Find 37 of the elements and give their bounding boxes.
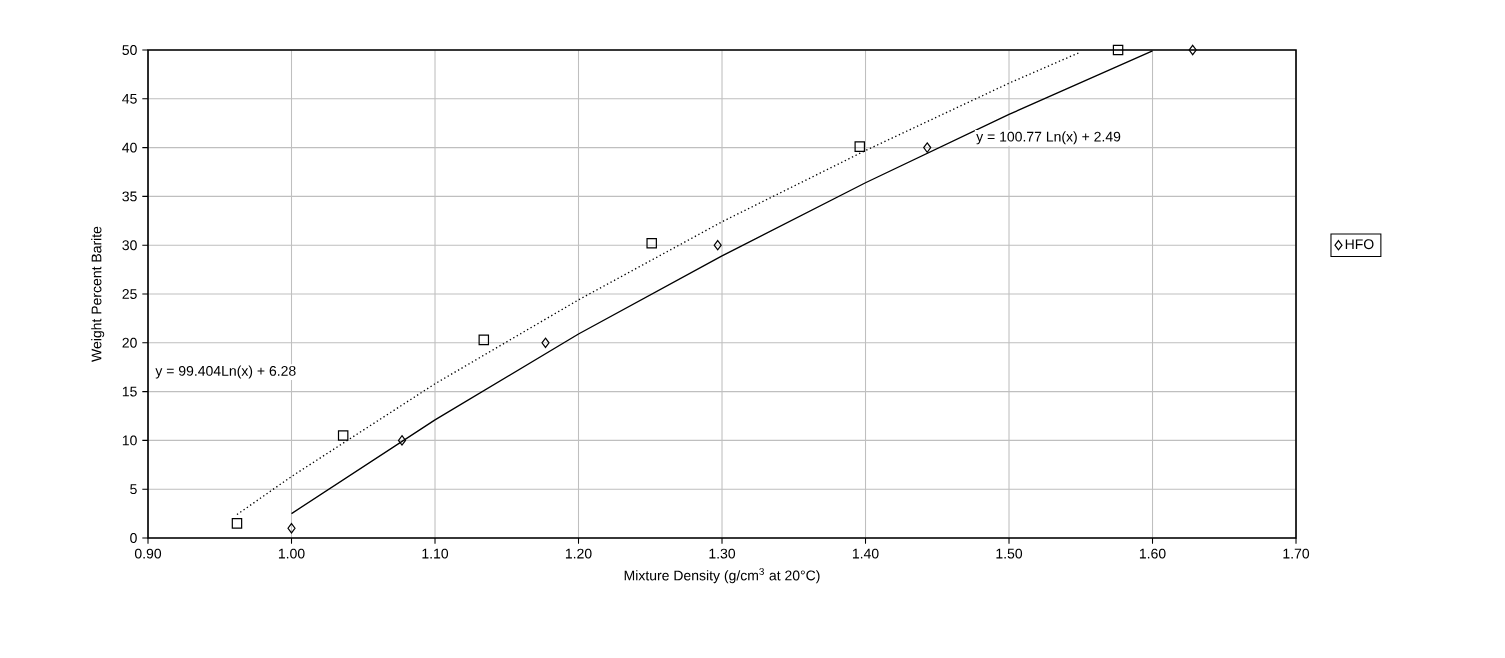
x-axis-title: Mixture Density (g/cm$^{3}$ at 20°C) [624,568,820,584]
y-tick-label: 25 [122,289,137,299]
y-tick-label: 50 [122,45,137,55]
y-tick-label: 10 [122,435,137,446]
y-axis-title: Weight Percent Barite [91,226,105,362]
x-tick-label: 1.10 [422,548,449,559]
point [478,334,490,346]
point [541,337,550,349]
x-tick-label: 1.40 [852,548,879,559]
x-tick-label: 1.70 [1283,548,1310,559]
y-tick-label: 40 [122,142,137,153]
x-tick-label: 1.00 [278,548,305,559]
annotation: y = 100.77 Ln(x) + 2.49 [976,131,1121,145]
y-tick-label: 20 [122,337,137,348]
point [231,518,243,529]
point [923,142,932,153]
y-tick-label: 5 [130,484,137,495]
x-tick-label: 1.50 [996,548,1023,559]
legend-label: HFO [1345,239,1374,250]
annotation: y = 99.404Ln(x) + 6.28 [155,365,296,379]
point [713,239,722,251]
point [1112,44,1124,56]
y-tick-label: 0 [130,533,137,543]
y-tick-label: 15 [122,386,137,397]
x-tick-label: 1.20 [565,548,592,559]
x-tick-label: 1.30 [709,548,736,559]
point [646,237,657,249]
x-tick-label: 1.60 [1139,548,1166,559]
point [337,430,349,441]
point [397,435,407,446]
point [854,141,866,152]
y-tick-label: 45 [122,93,137,104]
y-tick-label: 30 [122,240,137,251]
x-tick-label: 0.90 [134,548,162,559]
point [1188,44,1197,56]
y-tick-label: 35 [122,191,137,202]
point [287,522,296,534]
